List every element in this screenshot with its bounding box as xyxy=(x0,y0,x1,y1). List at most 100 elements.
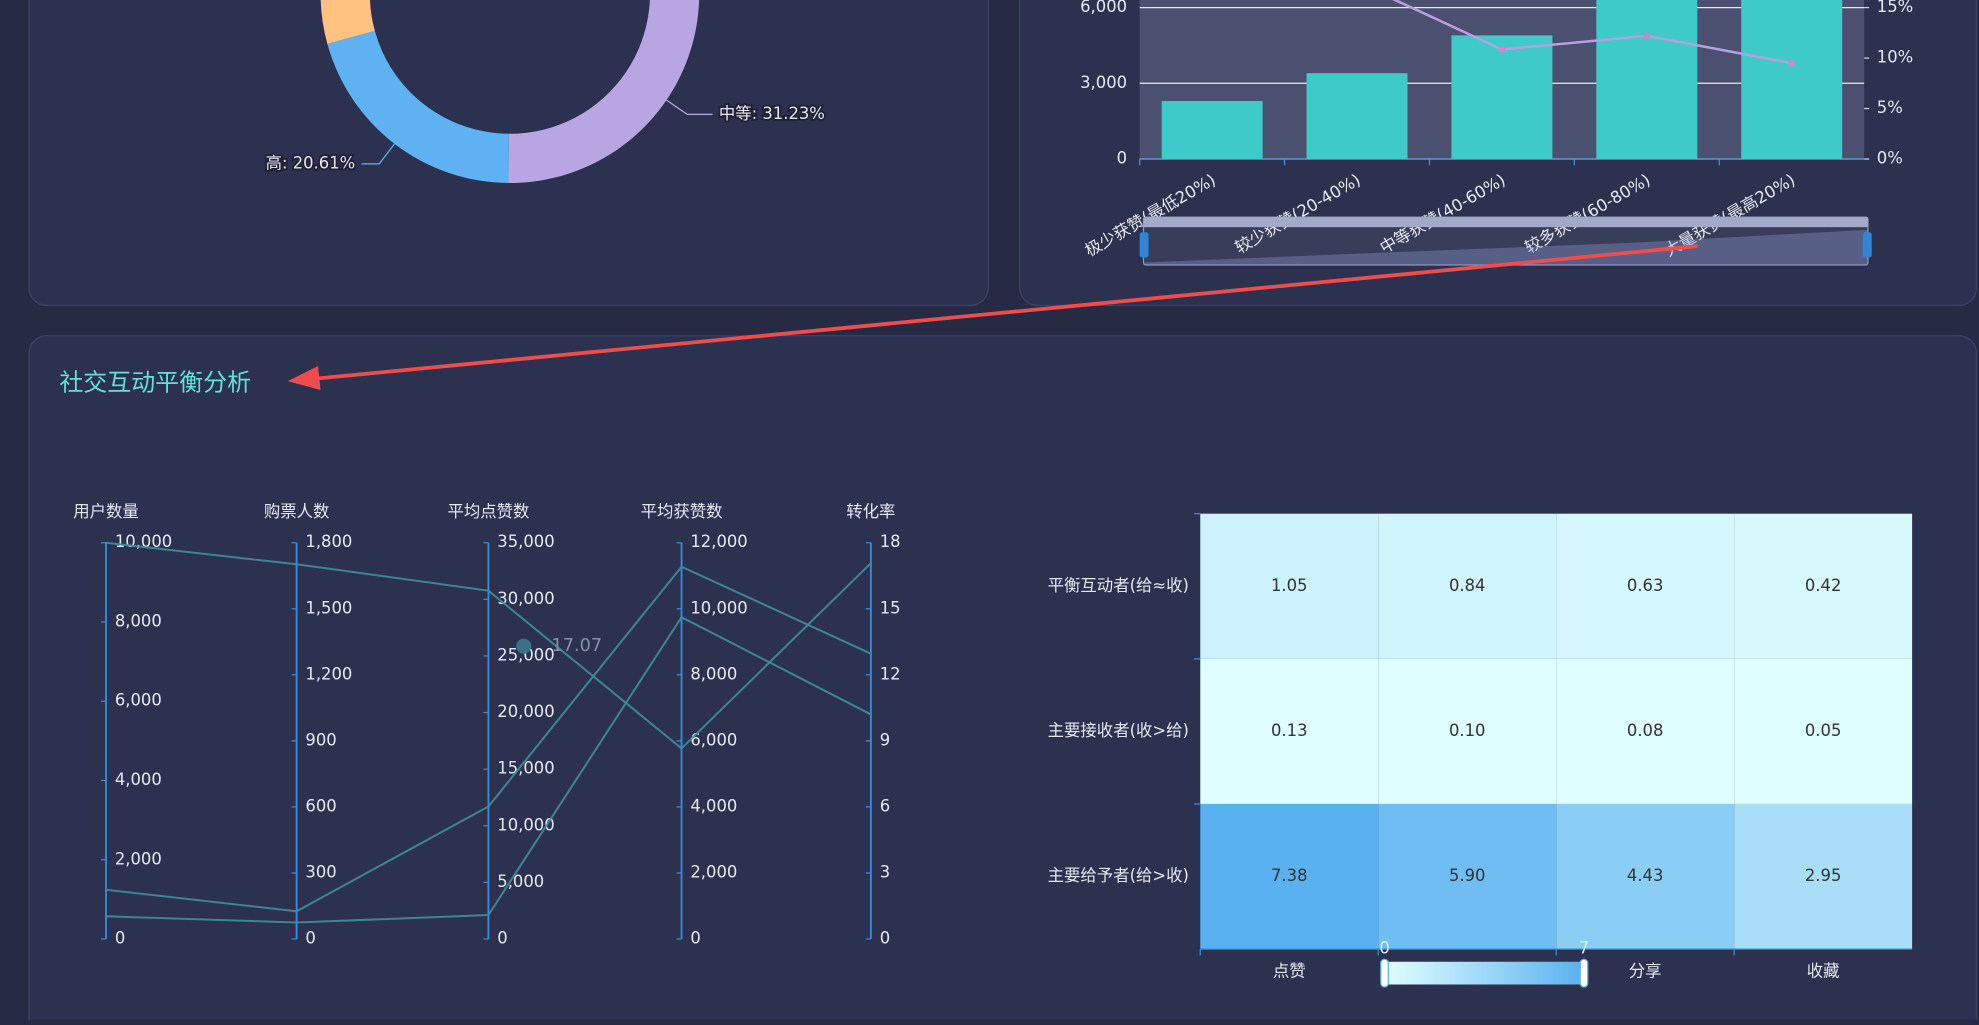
axis-tick-label: 35,000 xyxy=(497,532,554,551)
x-category-label: 收藏 xyxy=(1807,961,1840,980)
axis-tick-label: 12 xyxy=(880,664,901,683)
axis-name: 转化率 xyxy=(846,502,895,521)
heatmap-cell xyxy=(1556,658,1735,804)
label-line xyxy=(666,99,713,115)
axis-tick-label: 12,000 xyxy=(690,532,747,551)
heatmap-cell xyxy=(1378,513,1557,659)
heatmap: 1.05 0.84 0.63 0.42 0.13 0.10 0.08 0.05 7.38 5.90… xyxy=(1048,513,1913,988)
arrow-head xyxy=(287,366,321,390)
line-point xyxy=(1643,32,1650,39)
visual-map-handle[interactable] xyxy=(1380,958,1389,988)
axis-tick-label: 15,000 xyxy=(497,759,554,778)
zoom-shadow xyxy=(1143,229,1868,266)
cell-label: 4.43 xyxy=(1627,866,1663,885)
visual-map-bar[interactable] xyxy=(1384,961,1584,985)
donut-chart: 中等: 31.23% 高: 20.61% xyxy=(264,0,827,184)
cell-label: 0.10 xyxy=(1449,721,1485,740)
label-line xyxy=(361,143,396,165)
y-tick-label: 6,000 xyxy=(1080,0,1127,16)
axis-tick-label: 900 xyxy=(305,730,336,749)
axis-tick-label: 10,000 xyxy=(690,598,747,617)
parallel-chart: 用户数量 0 2,000 4,000 6,000 8,000 10,000 购票人数 0 300 6… xyxy=(73,502,900,948)
donut-slice xyxy=(508,0,700,184)
axis-tick-label: 5,000 xyxy=(497,872,544,891)
annotation-arrow xyxy=(287,244,1698,390)
heatmap-cell xyxy=(1734,513,1913,659)
cell-label: 0.08 xyxy=(1627,721,1663,740)
heatmap-cell xyxy=(1556,513,1735,659)
axis-name: 购票人数 xyxy=(264,502,330,521)
axis-tick-label: 8,000 xyxy=(690,664,737,683)
x-category-label: 点赞 xyxy=(1273,961,1306,980)
axis-tick-label: 2,000 xyxy=(690,862,737,881)
cell-label: 5.90 xyxy=(1449,866,1485,885)
axis-tick-label: 8,000 xyxy=(115,611,162,630)
section-title: 社交互动平衡分析 xyxy=(59,369,251,397)
parallel-line xyxy=(105,565,872,913)
axis-tick-label: 25,000 xyxy=(497,645,554,664)
y-category-label: 平衡互动者(给≈收) xyxy=(1048,576,1189,595)
x-category-label: 分享 xyxy=(1629,961,1662,980)
donut-slice xyxy=(327,30,509,184)
slice-label: 中等: 31.23% xyxy=(719,104,825,123)
axis-tick-label: 15 xyxy=(880,598,901,617)
cell-label: 1.05 xyxy=(1271,576,1308,595)
axis-tick-label: 0 xyxy=(115,929,125,948)
heatmap-cell xyxy=(1200,803,1379,950)
parallel-line xyxy=(105,615,872,924)
visual-map-max: 7 xyxy=(1579,939,1589,958)
axis-tick-label: 0 xyxy=(880,929,890,948)
heatmap-cell xyxy=(1734,658,1913,804)
cell-label: 0.13 xyxy=(1271,721,1308,740)
axis-tick-label: 2,000 xyxy=(115,849,162,868)
axis-tick-label: 0 xyxy=(497,929,507,948)
visual-map-handle[interactable] xyxy=(1579,958,1589,988)
axis-tick-label: 1,200 xyxy=(305,664,352,683)
data-zoom xyxy=(1139,216,1872,266)
heatmap-cell xyxy=(1200,658,1379,804)
axis-tick-label: 600 xyxy=(305,796,336,815)
heatmap-cell xyxy=(1556,803,1735,950)
y-tick-label: 3,000 xyxy=(1080,73,1127,92)
cell-label: 0.63 xyxy=(1627,576,1663,595)
cell-label: 0.42 xyxy=(1805,576,1841,595)
heatmap-cell xyxy=(1378,658,1557,804)
zoom-handle[interactable] xyxy=(1139,232,1149,258)
zoom-bar[interactable] xyxy=(1143,217,1868,228)
bar xyxy=(1596,0,1698,160)
axis-name: 用户数量 xyxy=(73,502,139,521)
axis-tick-label: 6,000 xyxy=(690,730,737,749)
axis-tick-label: 4,000 xyxy=(690,796,737,815)
cell-label: 0.84 xyxy=(1449,576,1485,595)
heatmap-cell xyxy=(1378,803,1557,950)
y-category-label: 主要给予者(给>收) xyxy=(1048,866,1189,885)
y2-tick-label: 0% xyxy=(1877,149,1903,168)
y2-tick-label: 15% xyxy=(1877,0,1913,16)
bar xyxy=(1306,73,1408,160)
axis-tick-label: 0 xyxy=(305,929,315,948)
axis-tick-label: 1,500 xyxy=(305,598,352,617)
bar xyxy=(1161,100,1263,160)
zoom-handle[interactable] xyxy=(1862,232,1872,258)
axis-name: 平均获赞数 xyxy=(641,502,723,521)
axis-tick-label: 6 xyxy=(880,796,890,815)
axis-tick-label: 6,000 xyxy=(115,691,162,710)
axis-tick-label: 1,800 xyxy=(305,532,352,551)
line-point xyxy=(1498,46,1506,53)
axis-tick-label: 4,000 xyxy=(115,770,162,789)
axis-tick-label: 10,000 xyxy=(115,532,172,551)
heatmap-cell xyxy=(1200,513,1379,659)
axis-name: 平均点赞数 xyxy=(447,502,529,521)
axis-tick-label: 300 xyxy=(305,862,336,881)
cell-label: 0.05 xyxy=(1805,721,1841,740)
tooltip-label: 17.07 xyxy=(552,636,603,656)
cell-label: 7.38 xyxy=(1271,866,1308,885)
y-category-label: 主要接收者(收>给) xyxy=(1048,721,1189,740)
donut-slice xyxy=(320,0,375,44)
tooltip-dot xyxy=(516,638,532,654)
axis-tick-label: 30,000 xyxy=(497,589,554,608)
axis-tick-label: 18 xyxy=(880,532,901,551)
y2-tick-label: 10% xyxy=(1877,48,1913,67)
